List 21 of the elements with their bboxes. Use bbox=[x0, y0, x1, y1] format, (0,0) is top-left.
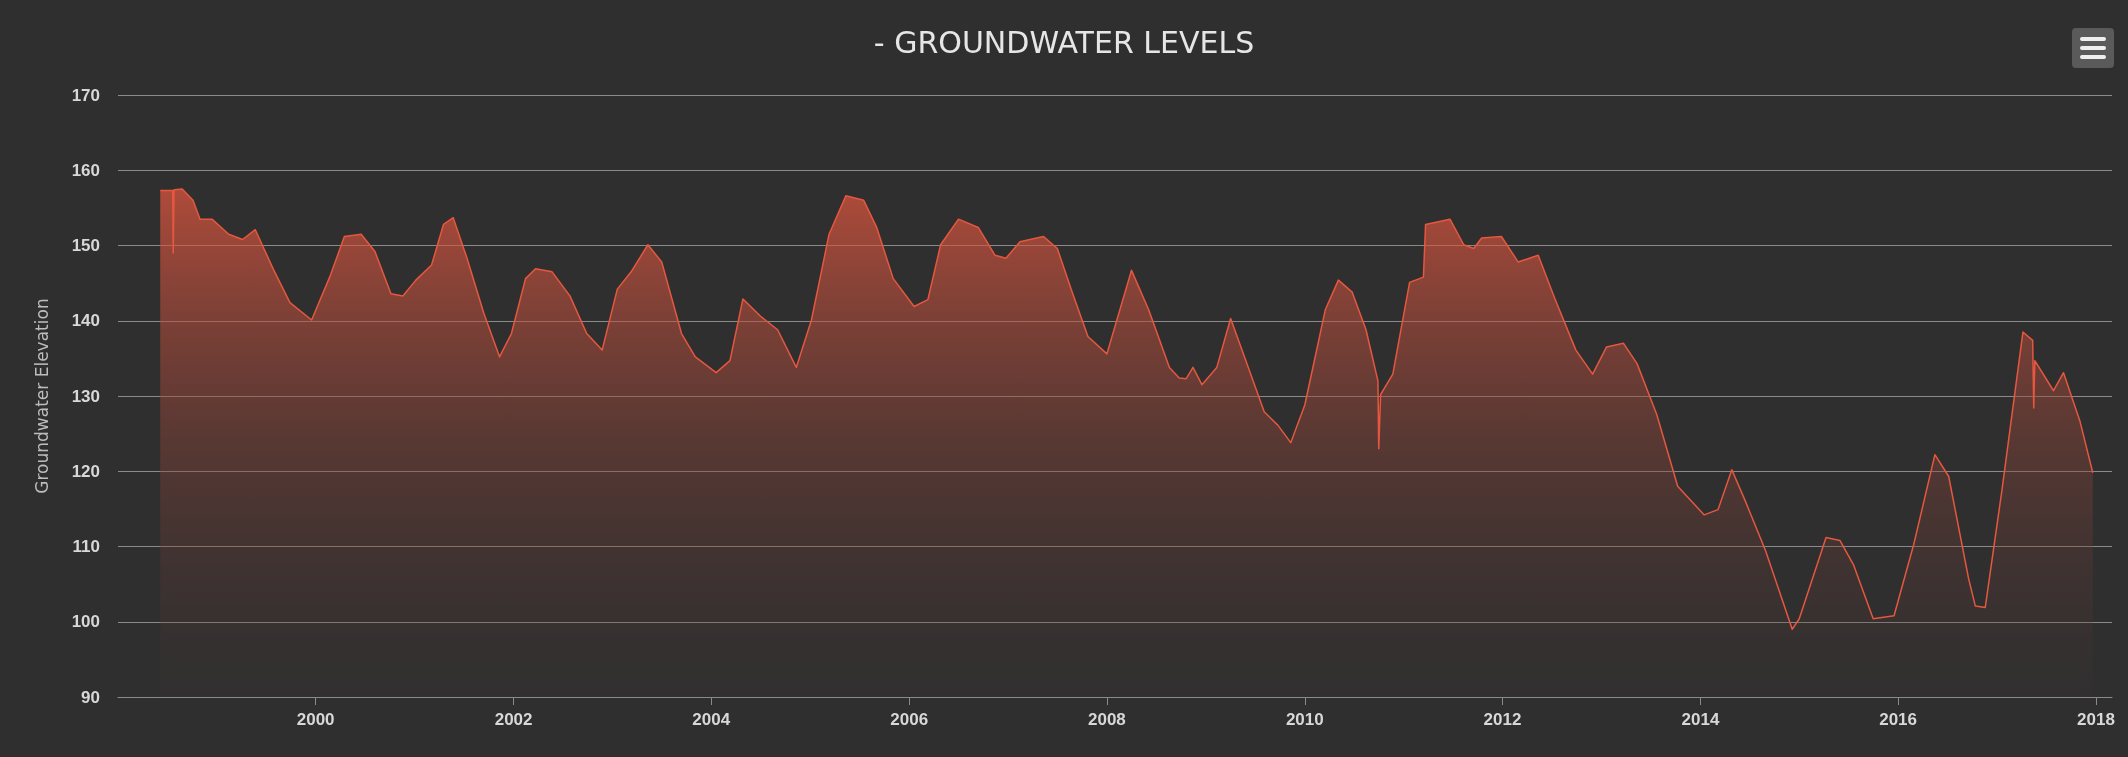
y-axis-title: Groundwater Elevation bbox=[31, 298, 52, 494]
y-tick-label: 130 bbox=[71, 386, 100, 406]
x-tick-label: 2008 bbox=[1087, 710, 1126, 729]
y-tick-label: 90 bbox=[81, 687, 100, 707]
x-tick-label: 2012 bbox=[1483, 710, 1522, 729]
y-tick-label: 140 bbox=[71, 311, 100, 331]
x-tick-label: 2002 bbox=[494, 710, 533, 729]
x-tick-label: 2014 bbox=[1681, 710, 1720, 729]
chart-title: - GROUNDWATER LEVELS bbox=[873, 24, 1255, 60]
x-tick-label: 2018 bbox=[2077, 710, 2115, 729]
y-tick-label: 110 bbox=[72, 537, 100, 556]
x-tick-label: 2010 bbox=[1285, 710, 1324, 729]
x-tick-label: 2004 bbox=[692, 710, 731, 729]
y-tick-label: 160 bbox=[71, 160, 100, 180]
y-tick-label: 150 bbox=[71, 236, 100, 255]
y-tick-label: 170 bbox=[71, 85, 100, 105]
y-tick-label: 100 bbox=[71, 612, 100, 632]
x-tick-label: 2006 bbox=[890, 710, 929, 729]
x-tick-label: 2016 bbox=[1879, 710, 1917, 729]
y-tick-label: 120 bbox=[71, 461, 100, 481]
x-tick-label: 2000 bbox=[296, 710, 335, 729]
